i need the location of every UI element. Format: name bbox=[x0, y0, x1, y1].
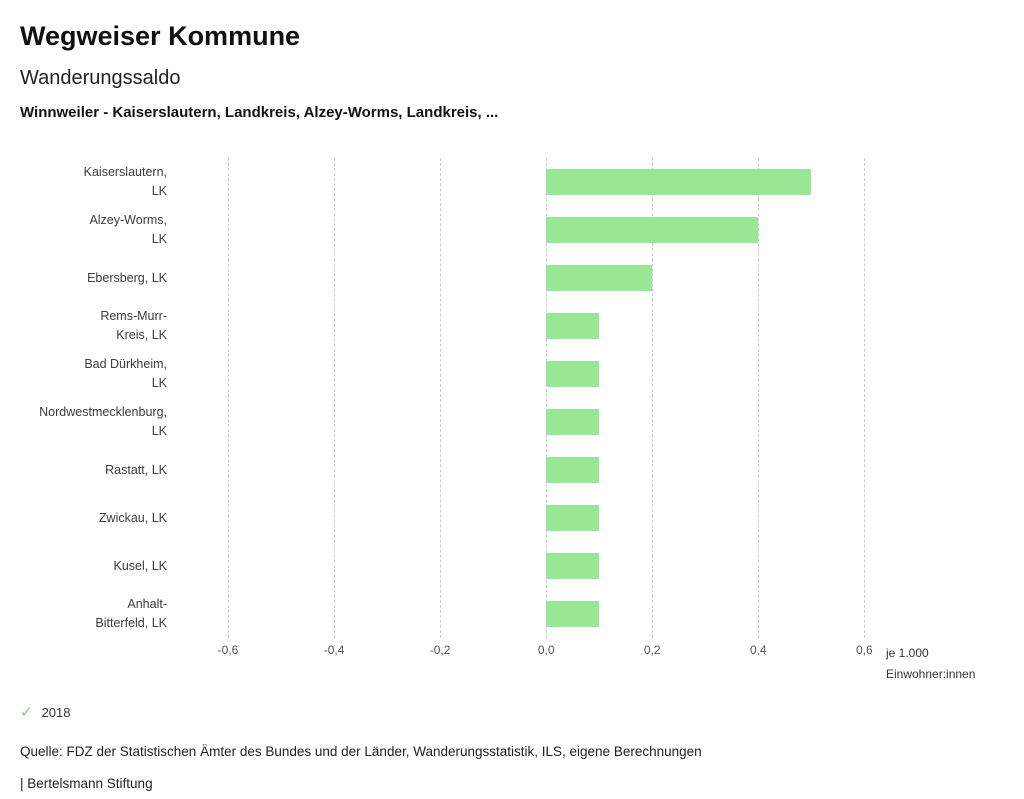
x-tick-label: -0,6 bbox=[217, 643, 239, 658]
bar bbox=[546, 217, 759, 244]
legend-year-label: 2018 bbox=[41, 705, 71, 721]
bar-cell bbox=[175, 302, 875, 350]
bar-cell bbox=[175, 206, 875, 254]
x-axis: je 1.000 Einwohner:innen -0,6 -0,4 -0,2 0,0 0… bbox=[175, 643, 976, 681]
bar-cell bbox=[175, 158, 875, 206]
bar bbox=[546, 601, 600, 628]
category-label: Kusel, LK bbox=[113, 558, 167, 573]
selection-breadcrumb: Winnweiler - Kaiserslautern, Landkreis, … bbox=[20, 104, 499, 122]
bar-chart: Kaiserslautern, LK Alzey-Worms, LK Ebersbe… bbox=[20, 158, 1004, 681]
bar bbox=[546, 457, 600, 484]
gridline bbox=[864, 158, 866, 639]
gridline bbox=[228, 158, 230, 639]
x-tick-label: 0,4 bbox=[749, 643, 767, 658]
bar-row: Alzey-Worms, LK bbox=[20, 206, 875, 254]
category-label: Zwickau, LK bbox=[98, 510, 167, 525]
bar bbox=[546, 169, 812, 196]
bar bbox=[546, 553, 600, 580]
axis-unit-label: je 1.000 Einwohner:innen bbox=[886, 643, 1024, 685]
bar-cell bbox=[175, 446, 875, 494]
bar bbox=[546, 313, 600, 340]
page-title: Wanderungssaldo bbox=[20, 67, 181, 90]
bar-cell bbox=[175, 494, 875, 542]
check-icon: ✓ bbox=[20, 704, 33, 722]
bar-rows: Kaiserslautern, LK Alzey-Worms, LK Ebersbe… bbox=[20, 158, 875, 638]
x-tick-label: 0,2 bbox=[643, 643, 661, 658]
category-label: Anhalt- Bitterfeld, LK bbox=[95, 597, 167, 631]
branding-note: | Bertelsmann Stiftung bbox=[20, 776, 153, 792]
x-tick-label: -0,2 bbox=[429, 643, 451, 658]
bar-cell bbox=[175, 590, 875, 638]
category-label: Bad Dürkheim, LK bbox=[84, 357, 167, 391]
bar bbox=[546, 361, 600, 388]
category-label: Rems-Murr- Kreis, LK bbox=[100, 309, 167, 343]
x-tick-label: -0,4 bbox=[323, 643, 345, 658]
bar-row: Rems-Murr- Kreis, LK bbox=[20, 302, 875, 350]
axis-unit-line: Einwohner:innen bbox=[886, 667, 976, 682]
grid-layer bbox=[175, 158, 875, 639]
bar-cell bbox=[175, 398, 875, 446]
bar bbox=[546, 505, 600, 532]
bar-row: Zwickau, LK bbox=[20, 494, 875, 542]
bar-row: Kaiserslautern, LK bbox=[20, 158, 875, 206]
gridline bbox=[546, 158, 548, 639]
category-label: Ebersberg, LK bbox=[87, 270, 167, 285]
plot-region: Kaiserslautern, LK Alzey-Worms, LK Ebersbe… bbox=[20, 158, 1004, 639]
category-label: Nordwestmecklenburg, LK bbox=[39, 405, 167, 439]
legend-item-2018[interactable]: ✓ 2018 bbox=[20, 705, 1004, 720]
bar-row: Anhalt- Bitterfeld, LK bbox=[20, 590, 875, 638]
bar bbox=[546, 265, 653, 292]
bar-row: Kusel, LK bbox=[20, 542, 875, 590]
source-note: Quelle: FDZ der Statistischen Ämter des … bbox=[20, 744, 702, 760]
bar-cell bbox=[175, 350, 875, 398]
gridline bbox=[440, 158, 442, 639]
bar-cell bbox=[175, 542, 875, 590]
bar-row: Nordwestmecklenburg, LK bbox=[20, 398, 875, 446]
bar-row: Bad Dürkheim, LK bbox=[20, 350, 875, 398]
category-label: Kaiserslautern, LK bbox=[83, 165, 167, 199]
category-label: Rastatt, LK bbox=[105, 462, 167, 477]
bar-row: Rastatt, LK bbox=[20, 446, 875, 494]
x-tick-label: 0,6 bbox=[856, 643, 873, 658]
gridline bbox=[652, 158, 654, 639]
x-tick-label: 0,0 bbox=[537, 643, 555, 658]
axis-unit-line: je 1.000 bbox=[886, 646, 929, 661]
bar bbox=[546, 409, 600, 436]
app-title: Wegweiser Kommune bbox=[20, 21, 301, 51]
gridline bbox=[334, 158, 336, 639]
gridline bbox=[758, 158, 760, 639]
bar-cell bbox=[175, 254, 875, 302]
bar-row: Ebersberg, LK bbox=[20, 254, 875, 302]
category-label: Alzey-Worms, LK bbox=[89, 213, 167, 247]
